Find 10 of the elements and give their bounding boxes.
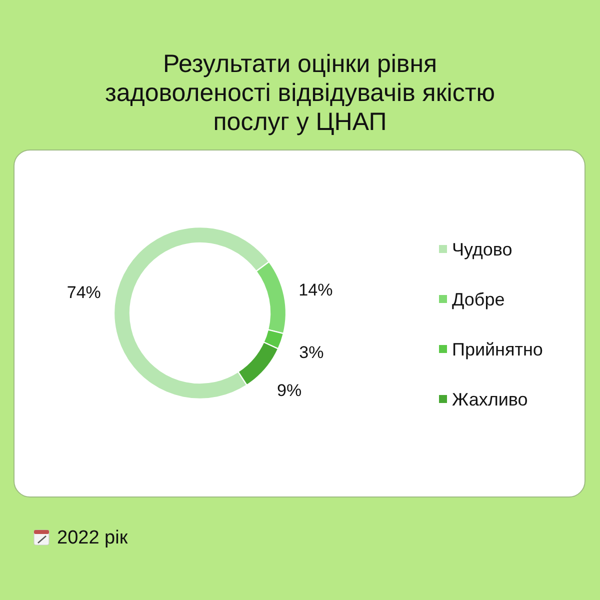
- data-label: 3%: [299, 342, 324, 362]
- data-label: 9%: [277, 381, 302, 400]
- legend-label: Прийнятно: [452, 339, 543, 360]
- chart-title: Результати оцінки рівня задоволеності відвідувачів якістю послуг у ЦНАП: [104, 50, 496, 136]
- text: 2022 рік: [57, 528, 128, 549]
- data-label: 74%: [66, 283, 101, 302]
- legend-label: Чудово: [452, 239, 512, 260]
- legend-label: Жахливо: [452, 389, 528, 410]
- data-label: 14%: [298, 280, 333, 300]
- legend-label: Добре: [452, 289, 505, 310]
